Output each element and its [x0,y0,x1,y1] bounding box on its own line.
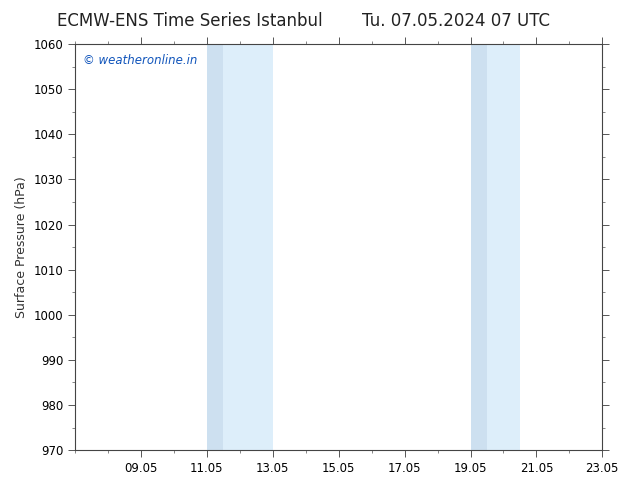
Y-axis label: Surface Pressure (hPa): Surface Pressure (hPa) [15,176,28,318]
Bar [223,44,273,450]
Text: © weatheronline.in: © weatheronline.in [83,54,197,67]
Text: Tu. 07.05.2024 07 UTC: Tu. 07.05.2024 07 UTC [363,12,550,30]
Bar [470,44,487,450]
Bar [207,44,223,450]
Text: ECMW-ENS Time Series Istanbul: ECMW-ENS Time Series Istanbul [58,12,323,30]
Bar [487,44,520,450]
